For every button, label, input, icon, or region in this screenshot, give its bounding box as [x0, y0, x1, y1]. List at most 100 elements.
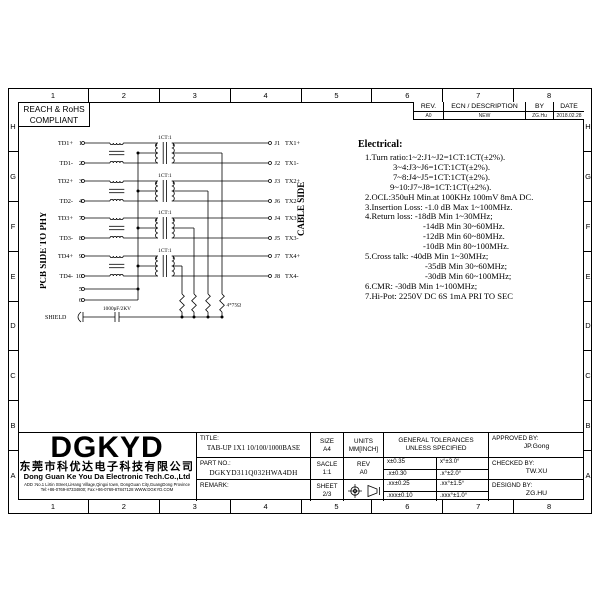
electrical-spec-line: 3.Insertion Loss: -1.0 dB Max 1~100MHz. [365, 201, 513, 212]
grid-ref-label: 5 [300, 500, 372, 513]
output-pin-number: J8 [275, 273, 281, 280]
tolerances-header-line2: UNLESS SPECIFIED [405, 445, 467, 452]
scale-cell: SACLE 1:1 [310, 457, 343, 479]
approved-by-label: APPROVED BY: [492, 435, 539, 442]
sheet-value: 2/3 [322, 491, 332, 498]
electrical-spec-line: -35dB Min 30~60MHz; [425, 260, 507, 271]
transformer-ratio-label: 1CT:1 [158, 248, 172, 254]
tolerances-cell-a: x±0.35 x°±3.0° .x±0.30 .x°±2.0° [383, 457, 488, 479]
company-name-cn: 东莞市科优达电子科技有限公司 [19, 461, 195, 473]
grid-ref-label: D [584, 300, 592, 351]
input-pin-label: TD3+ [58, 215, 74, 222]
grid-ref-label: B [8, 400, 18, 450]
grid-ref-label: E [8, 250, 18, 301]
revision-table-header: REV. ECN / DESCRIPTION BY DATE [413, 102, 584, 112]
electrical-specs: Electrical: 1.Turn ratio:1~2:J1~J2=1CT:1… [358, 139, 533, 302]
grid-ref-label: B [584, 400, 592, 450]
output-pin-number: J6 [275, 198, 281, 205]
input-pin-number: 4 [79, 198, 83, 205]
by-col-header: BY [525, 102, 553, 112]
grid-ref-label: F [8, 200, 18, 251]
input-pin-number: 2 [79, 160, 82, 167]
title-block: DGKYD 东莞市科优达电子科技有限公司 Dong Guan Ke You Da… [18, 432, 584, 501]
grid-ref-label: 1 [50, 502, 56, 511]
company-name-en: Dong Guan Ke You Da Electronic Tech.Co.,… [23, 472, 191, 481]
designed-by-value: ZG.HU [525, 490, 548, 497]
grid-ref-label: G [8, 150, 18, 201]
grid-ref-label: 3 [158, 500, 230, 513]
electrical-heading: Electrical: [358, 139, 403, 150]
electrical-spec-line: 7.Hi-Pot: 2250V DC 6S 1mA PRI TO SEC [365, 290, 514, 301]
checked-by-label: CHECKED BY: [492, 460, 535, 467]
grid-ref-label: 6 [371, 500, 442, 513]
designed-by-cell: DESIGND BY: ZG.HU [488, 479, 584, 501]
output-pin-label: TX2- [285, 198, 299, 205]
tolerance-value: .xx±0.25 [387, 481, 410, 487]
center-tap-pin-number: 6 [79, 297, 82, 304]
checked-by-value: TW.XU [525, 468, 548, 475]
rev-label: REV [357, 461, 370, 468]
grid-ref-label: 8 [513, 89, 584, 102]
output-pin-label: TX1- [285, 160, 299, 167]
grid-ref-label: 7 [442, 89, 513, 102]
scale-value: 1:1 [322, 469, 332, 476]
grid-ref-label: A [8, 450, 18, 500]
rev-value: A0 [413, 112, 443, 120]
output-pin-number: J1 [275, 140, 281, 147]
input-pin-label: TD4- [59, 273, 73, 280]
grid-ref-label: 4 [229, 89, 301, 102]
description-value: NEW [443, 112, 525, 120]
input-pin-label: TD2+ [58, 178, 74, 185]
output-pin-label: TX2+ [285, 178, 301, 185]
transformer-ratio-label: 1CT:1 [158, 173, 172, 179]
tolerance-value: .x±0.30 [384, 468, 436, 480]
output-pin-label: TX4- [285, 273, 299, 280]
output-pin-number: J5 [275, 235, 281, 242]
cable-side-label: CABLE SIDE [296, 182, 306, 236]
transformer-ratio-label: 1CT:1 [158, 135, 172, 141]
grid-ref-label: C [8, 350, 18, 400]
by-value: ZG.Hu [525, 112, 553, 120]
grid-ref-label: H [10, 121, 16, 131]
grid-ref-label: D [8, 300, 18, 351]
grid-ref-label: 2 [87, 500, 159, 513]
electrical-spec-line: 4.Return loss: -18dB Min 1~30MHz; [365, 211, 493, 222]
units-label: UNITS [354, 437, 373, 445]
sheet-cell: SHEET 2/3 [310, 479, 343, 501]
electrical-spec-line: -10dB Min 80~100MHz. [423, 241, 510, 252]
company-contact: Tel:+86-0769-87334800; Fax:+86-0769-8784… [40, 486, 174, 492]
capacitor-value-label: 1000pF/2KV [103, 306, 131, 312]
transformer-ratio-label: 1CT:1 [158, 210, 172, 216]
electrical-spec-line: 9~10:J7~J8=1CT:1CT(±2%). [390, 181, 492, 192]
grid-ref-label: C [584, 350, 592, 400]
compliance-line2: COMPLIANT [29, 114, 79, 125]
pcb-side-label: PCB SIDE TO PHY [40, 211, 48, 289]
output-pin-label: TX4+ [285, 253, 301, 260]
input-pin-number: 1 [79, 140, 82, 147]
electrical-spec-line: -30dB Min 60~100MHz; [425, 270, 512, 281]
company-logo: DGKYD [50, 433, 164, 464]
grid-ref-label: F [584, 200, 592, 251]
rev-col-header: REV. [413, 102, 443, 112]
input-pin-label: TD4+ [58, 253, 74, 260]
grid-ref-label: H [585, 121, 591, 131]
units-value: MM[INCH] [348, 445, 379, 453]
remark-cell: REMARK: [196, 479, 310, 501]
revision-table-row: A0 NEW ZG.Hu 2018.02.28 [413, 112, 584, 120]
tolerance-value: .xx°±1.5° [436, 480, 488, 491]
electrical-spec-line: 5.Cross talk: -40dB Min 1~30MHz; [365, 251, 489, 262]
date-value: 2018.02.28 [553, 112, 584, 120]
tolerance-value: x±0.35 [387, 459, 405, 465]
third-angle-projection-icon [347, 483, 380, 498]
grid-ref-label: 1 [50, 91, 56, 100]
electrical-spec-line: -14dB Min 30~60MHz. [423, 221, 505, 232]
input-pin-label: TD1+ [58, 140, 74, 147]
output-pin-number: J2 [275, 160, 281, 167]
units-cell: UNITS MM[INCH] [343, 433, 383, 457]
part-number-value: DGKYD311Q032HWA4DH [209, 469, 298, 477]
tolerances-cell-b: .xx±0.25 .xx°±1.5° .xxx±0.10 .xxx°±1.0° [383, 479, 488, 501]
